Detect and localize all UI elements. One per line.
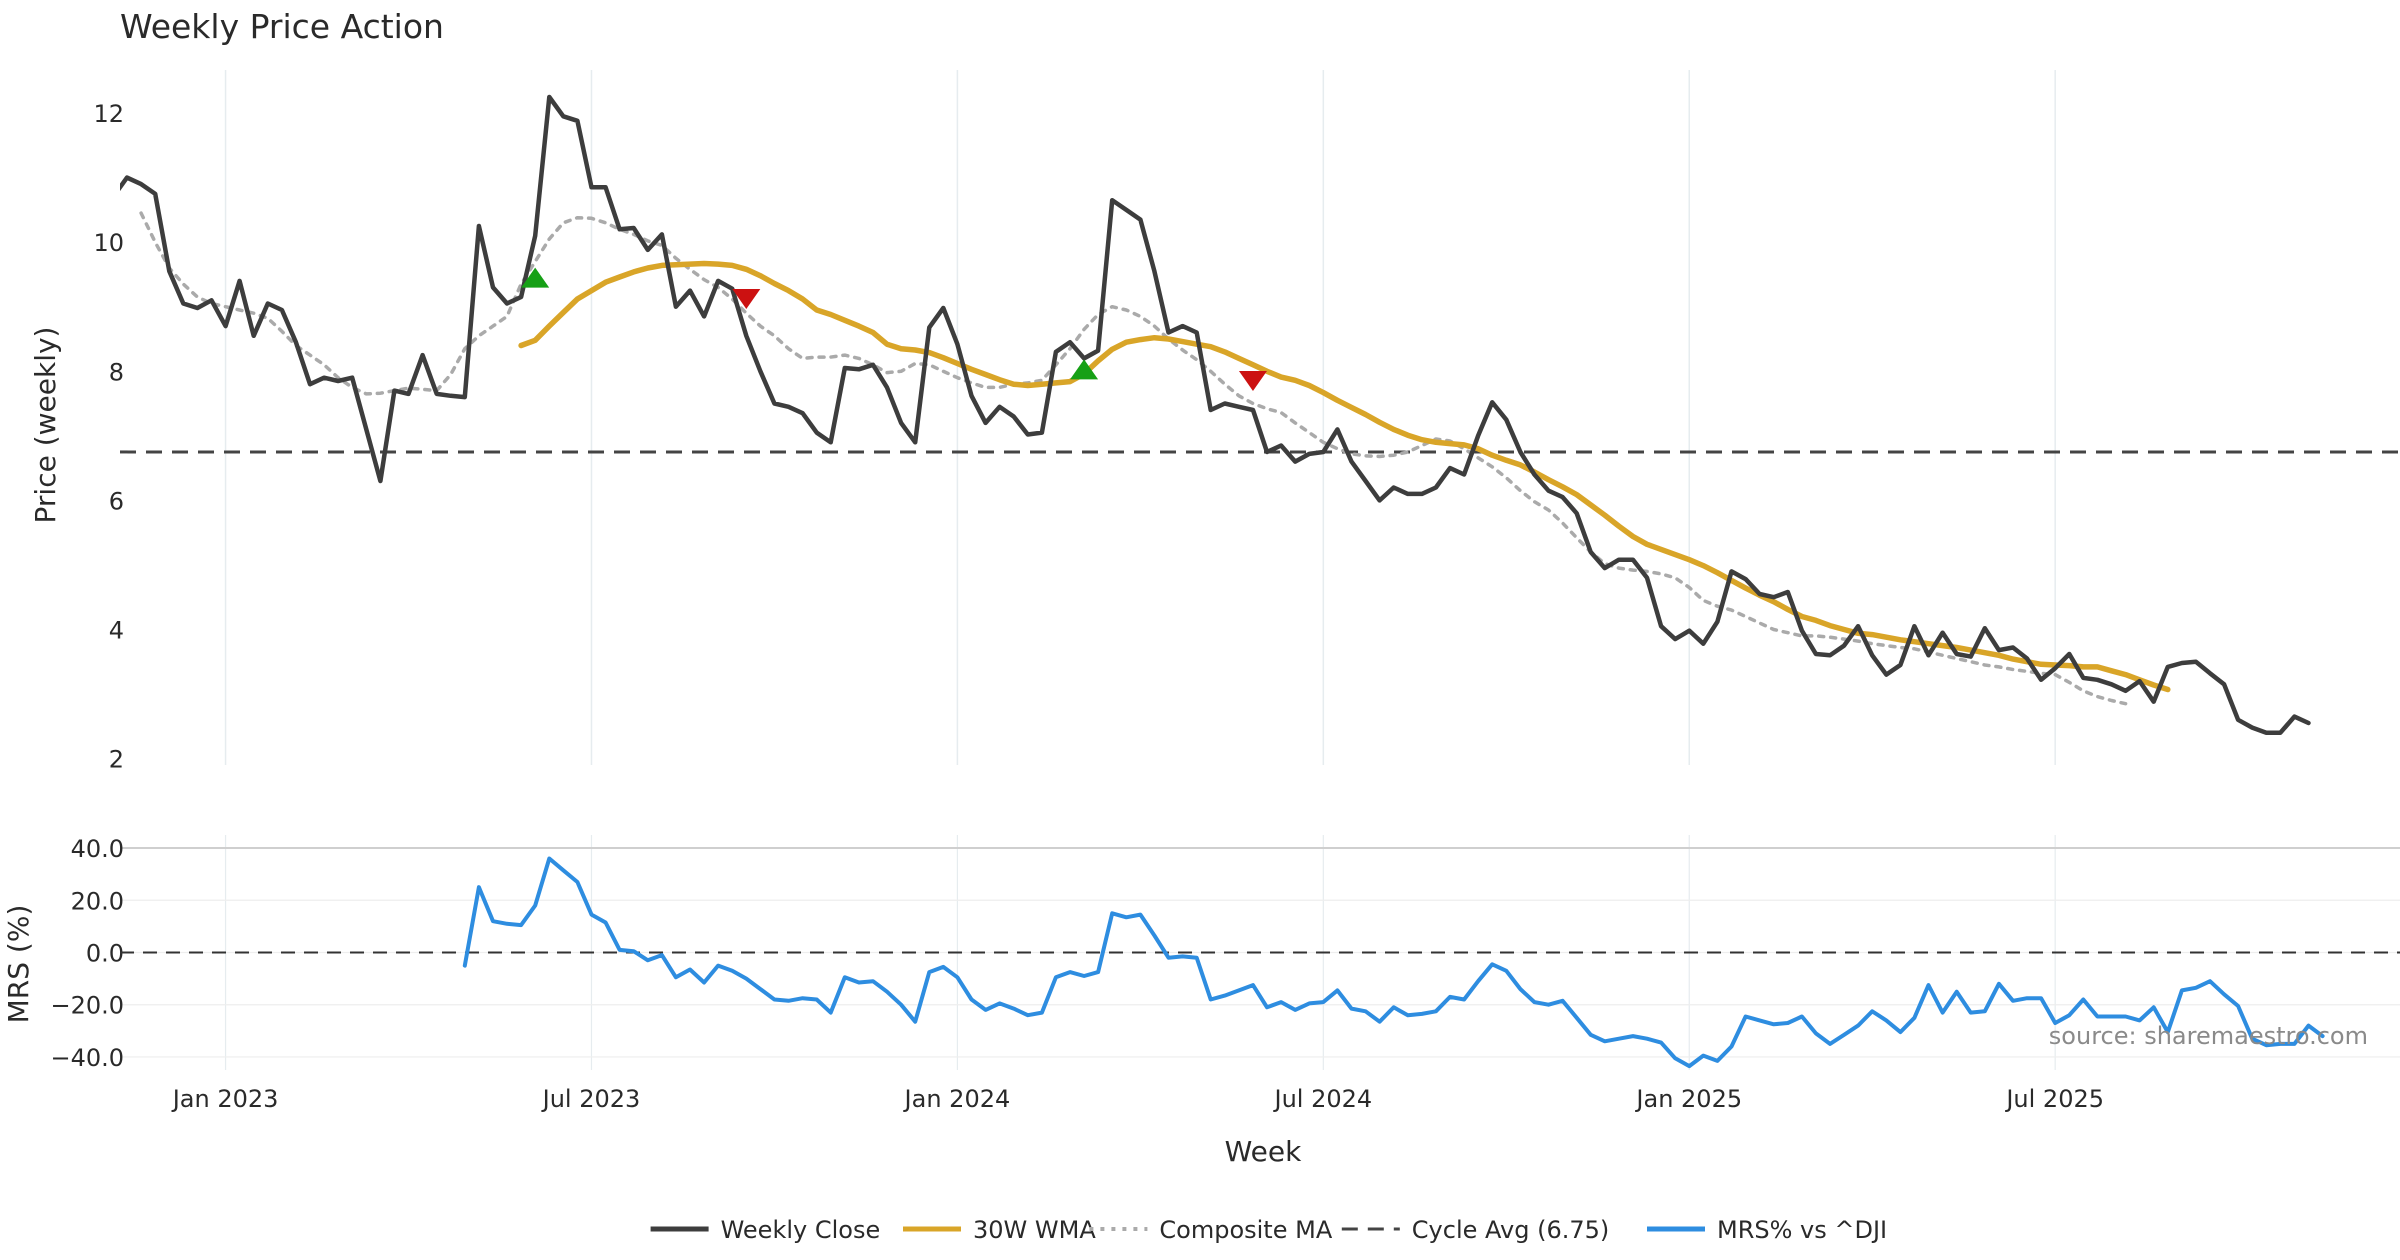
buy-signal-marker — [1070, 359, 1099, 380]
legend-label-wma: 30W WMA — [973, 1216, 1096, 1244]
source-annotation: source: sharemaestro.com — [2049, 1022, 2368, 1050]
mrs-plot-area — [120, 856, 2400, 1069]
price-y-tick-label: 4 — [109, 616, 124, 644]
x-tick-label: Jul 2024 — [1272, 1085, 1372, 1113]
mrs-line — [462, 856, 2325, 1069]
legend-label-close: Weekly Close — [721, 1216, 881, 1244]
price-y-tick-label: 8 — [109, 358, 124, 386]
price-y-tick-label: 12 — [93, 100, 124, 128]
mrs-y-tick-label: 0.0 — [86, 940, 124, 968]
mrs-y-tick-label: −20.0 — [50, 992, 124, 1020]
buy-signal-marker — [521, 267, 550, 288]
x-axis-ticks: Jan 2023 Jul 2023 Jan 2024 Jul 2024 Jan 2025… — [171, 1085, 2104, 1113]
wma-30w-line — [518, 260, 2171, 693]
mrs-y-ticks: −40.0 −20.0 0.0 20.0 40.0 — [50, 835, 124, 1072]
price-plot-area — [120, 94, 2400, 735]
chart-title: Weekly Price Action — [120, 7, 444, 46]
x-tick-label: Jan 2024 — [903, 1085, 1011, 1113]
mrs-y-tick-label: 20.0 — [71, 887, 124, 915]
legend-label-mrs: MRS% vs ^DJI — [1717, 1216, 1887, 1244]
x-tick-label: Jan 2025 — [1634, 1085, 1742, 1113]
price-panel-grid — [224, 70, 2056, 765]
mrs-y-tick-label: −40.0 — [50, 1044, 124, 1072]
legend: Weekly Close 30W WMA Composite MA Cycle Avg… — [650, 1216, 1887, 1244]
x-tick-label: Jan 2023 — [171, 1085, 279, 1113]
legend-label-cycle: Cycle Avg (6.75) — [1412, 1216, 1609, 1244]
composite-ma-line — [139, 211, 2128, 706]
weekly-close-line — [120, 94, 2311, 735]
sell-signal-marker — [732, 288, 761, 309]
sell-signal-marker — [1238, 370, 1267, 391]
x-tick-label: Jul 2025 — [2004, 1085, 2104, 1113]
price-y-ticks: 2 4 6 8 10 12 — [93, 100, 124, 773]
price-y-tick-label: 6 — [109, 487, 124, 515]
x-tick-label: Jul 2023 — [541, 1085, 641, 1113]
legend-label-composite: Composite MA — [1159, 1216, 1332, 1244]
price-y-tick-label: 2 — [109, 746, 124, 774]
price-y-axis-label: Price (weekly) — [29, 327, 62, 524]
mrs-y-axis-label: MRS (%) — [2, 905, 35, 1024]
price-y-tick-label: 10 — [93, 229, 124, 257]
x-axis-label: Week — [1225, 1135, 1302, 1168]
mrs-y-tick-label: 40.0 — [71, 835, 124, 863]
